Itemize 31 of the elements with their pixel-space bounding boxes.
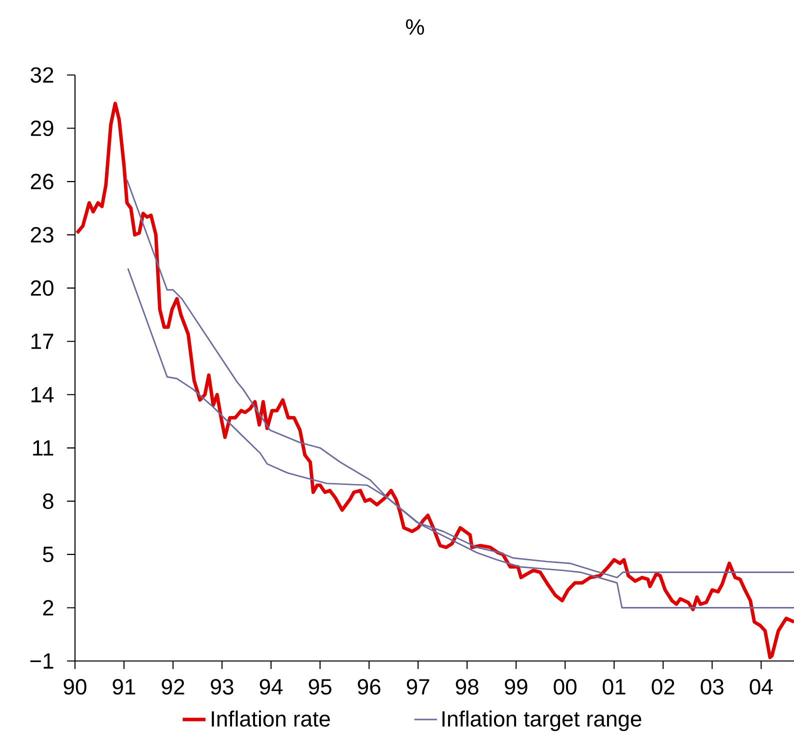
y-tick-label: 26 [30,174,54,190]
x-tick-label: 02 [652,679,674,695]
y-tick-label: 32 [30,67,54,83]
x-tick-label: 03 [700,679,724,695]
x-tick-label: 97 [406,679,430,695]
chart-title: % [406,19,424,35]
y-tick-label: 23 [30,227,54,243]
x-tick-label: 99 [504,679,528,695]
x-tick-label: 95 [308,679,332,695]
x-tick-label: 90 [64,679,86,695]
x-tick-label: 94 [260,679,283,695]
y-tick-label: 29 [30,120,54,136]
x-tick-label: 92 [162,679,184,695]
y-tick-label: 5 [42,546,54,562]
y-tick-label: 2 [43,600,54,616]
x-tick-label: 96 [358,679,380,695]
y-tick-label: 11 [33,440,54,456]
x-tick-label: 04 [750,679,773,695]
x-tick-label: 00 [554,679,576,695]
y-tick-label: 8 [43,493,54,509]
legend-label: Inflation rate [212,710,330,727]
y-tick-label: 14 [31,387,54,402]
legend-label: Inflation target range [442,710,642,732]
x-tick-label: 01 [602,679,626,695]
y-tick-label: 20 [30,280,54,296]
x-tick-label: 98 [456,679,478,695]
x-tick-label: 91 [112,679,136,695]
y-tick-label: 17 [31,334,54,349]
y-tick-label: −1 [30,653,54,669]
x-tick-label: 93 [210,679,234,695]
line-series [75,102,794,660]
